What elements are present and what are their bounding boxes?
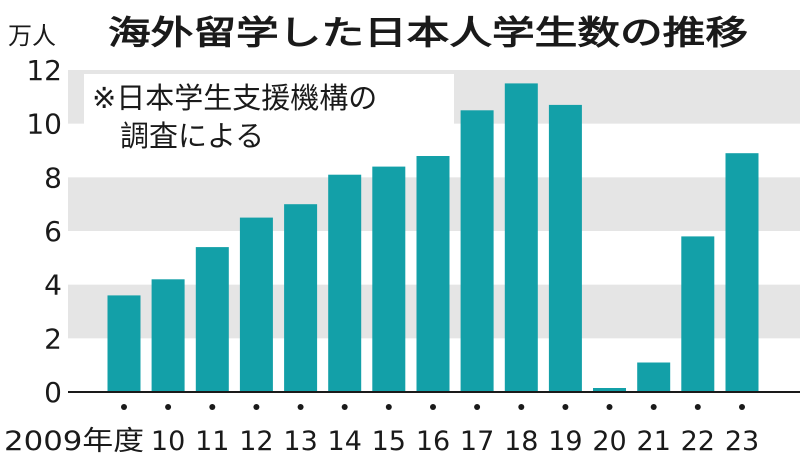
tick-dot-11 [209,404,216,410]
x-tick-label-12: 12 [239,426,273,457]
note-line-2: 調査による [120,119,264,153]
x-tick-dots [121,404,745,410]
y-tick-label-6: 6 [44,215,62,248]
y-axis-unit: 万人 [8,22,56,50]
note-line-1: ※日本学生支援機構の [92,81,377,115]
tick-dot-2009年度 [121,404,127,410]
bar-13 [284,204,318,392]
bar-2009年度 [107,295,141,392]
bar-22 [681,236,715,392]
tick-dot-19 [562,404,569,410]
y-tick-label-10: 10 [26,108,62,141]
y-tick-label-12: 12 [26,54,62,87]
tick-dot-20 [606,404,613,410]
bar-16 [416,131,450,392]
tick-dot-23 [739,404,745,410]
bar-17 [460,110,494,393]
x-tick-labels: 2009年度 10 11 12 13 14 15 16 17 18 19 20 21 22 23 [4,426,759,457]
bar-21 [637,362,671,392]
bar-10 [151,279,185,392]
tick-dot-14 [341,404,348,410]
x-tick-label-21: 21 [637,426,671,457]
x-tick-label-15: 15 [372,426,406,457]
chart-title: 海外留学した日本人学生数の推移 [108,13,748,52]
bar-20 [593,388,626,392]
bar-14 [328,174,362,392]
y-tick-label-4: 4 [44,269,62,302]
tick-dot-17 [474,404,481,410]
x-tick-label-20: 20 [592,426,626,457]
x-tick-label-18: 18 [504,426,538,457]
x-tick-label-13: 13 [283,426,317,457]
bar-12 [239,217,273,392]
x-tick-label-14: 14 [328,426,362,457]
x-tick-label-22: 22 [681,426,715,457]
tick-dot-21 [650,404,657,410]
tick-dot-15 [385,404,392,410]
bar-15 [372,166,406,392]
y-tick-labels: 0 2 4 6 8 10 12 [26,54,62,409]
x-tick-label-2009年度: 2009年度 [4,426,144,457]
tick-dot-10 [165,404,172,410]
x-tick-label-23: 23 [725,426,759,457]
tick-dot-16 [430,404,436,410]
tick-dot-13 [297,404,304,410]
x-tick-label-19: 19 [548,426,582,457]
tick-dot-22 [694,404,701,410]
x-tick-label-11: 11 [195,426,229,457]
x-tick-label-16: 16 [416,426,450,457]
bar-19 [548,104,582,393]
y-tick-label-0: 0 [44,376,62,409]
bars [107,83,759,393]
note-background [84,74,454,156]
bar-18 [504,83,538,393]
y-tick-label-8: 8 [44,161,62,194]
x-tick-label-10: 10 [151,426,185,457]
bar-11 [195,247,229,392]
y-tick-label-2: 2 [44,322,62,355]
bar-23 [725,153,759,392]
tick-dot-12 [253,404,260,410]
tick-dot-18 [518,404,525,410]
x-tick-label-17: 17 [460,426,494,457]
